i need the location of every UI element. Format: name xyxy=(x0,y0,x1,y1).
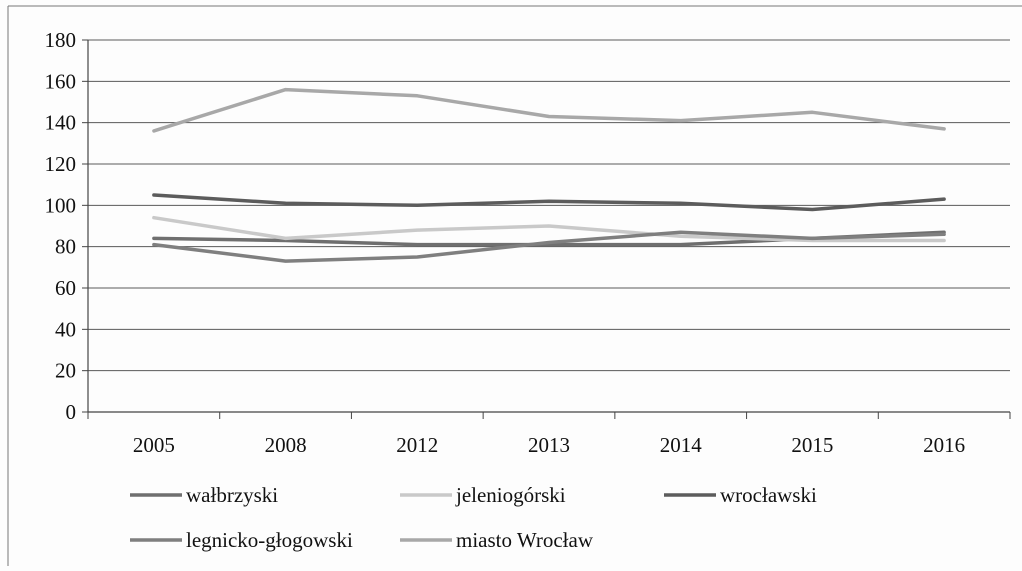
x-tick-label: 2005 xyxy=(133,433,175,457)
series-line-jeleniogórski xyxy=(152,215,946,243)
legend-label: wałbrzyski xyxy=(186,483,278,507)
y-tick-label: 20 xyxy=(55,359,76,383)
legend-label: jeleniogórski xyxy=(455,483,566,507)
legend-label: wrocławski xyxy=(720,483,817,507)
legend-label: miasto Wrocław xyxy=(456,528,594,552)
x-tick-label: 2015 xyxy=(791,433,833,457)
y-tick-label: 140 xyxy=(45,111,77,135)
series-line-legnicko-głogowski xyxy=(152,230,946,263)
y-tick-label: 40 xyxy=(55,317,76,341)
y-tick-label: 180 xyxy=(45,28,77,52)
x-tick-label: 2016 xyxy=(923,433,965,457)
y-tick-label: 80 xyxy=(55,235,76,259)
y-tick-label: 160 xyxy=(45,69,77,93)
y-tick-label: 100 xyxy=(45,193,77,217)
legend-label: legnicko-głogowski xyxy=(186,528,353,552)
x-tick-label: 2012 xyxy=(396,433,438,457)
y-tick-label: 0 xyxy=(66,400,77,424)
y-tick-label: 120 xyxy=(45,152,77,176)
x-tick-label: 2014 xyxy=(660,433,703,457)
series-line-wrocławski xyxy=(152,193,946,212)
x-tick-label: 2008 xyxy=(265,433,307,457)
y-tick-label: 60 xyxy=(55,276,76,300)
x-tick-label: 2013 xyxy=(528,433,570,457)
series-line-miasto-wrocław xyxy=(152,87,946,133)
